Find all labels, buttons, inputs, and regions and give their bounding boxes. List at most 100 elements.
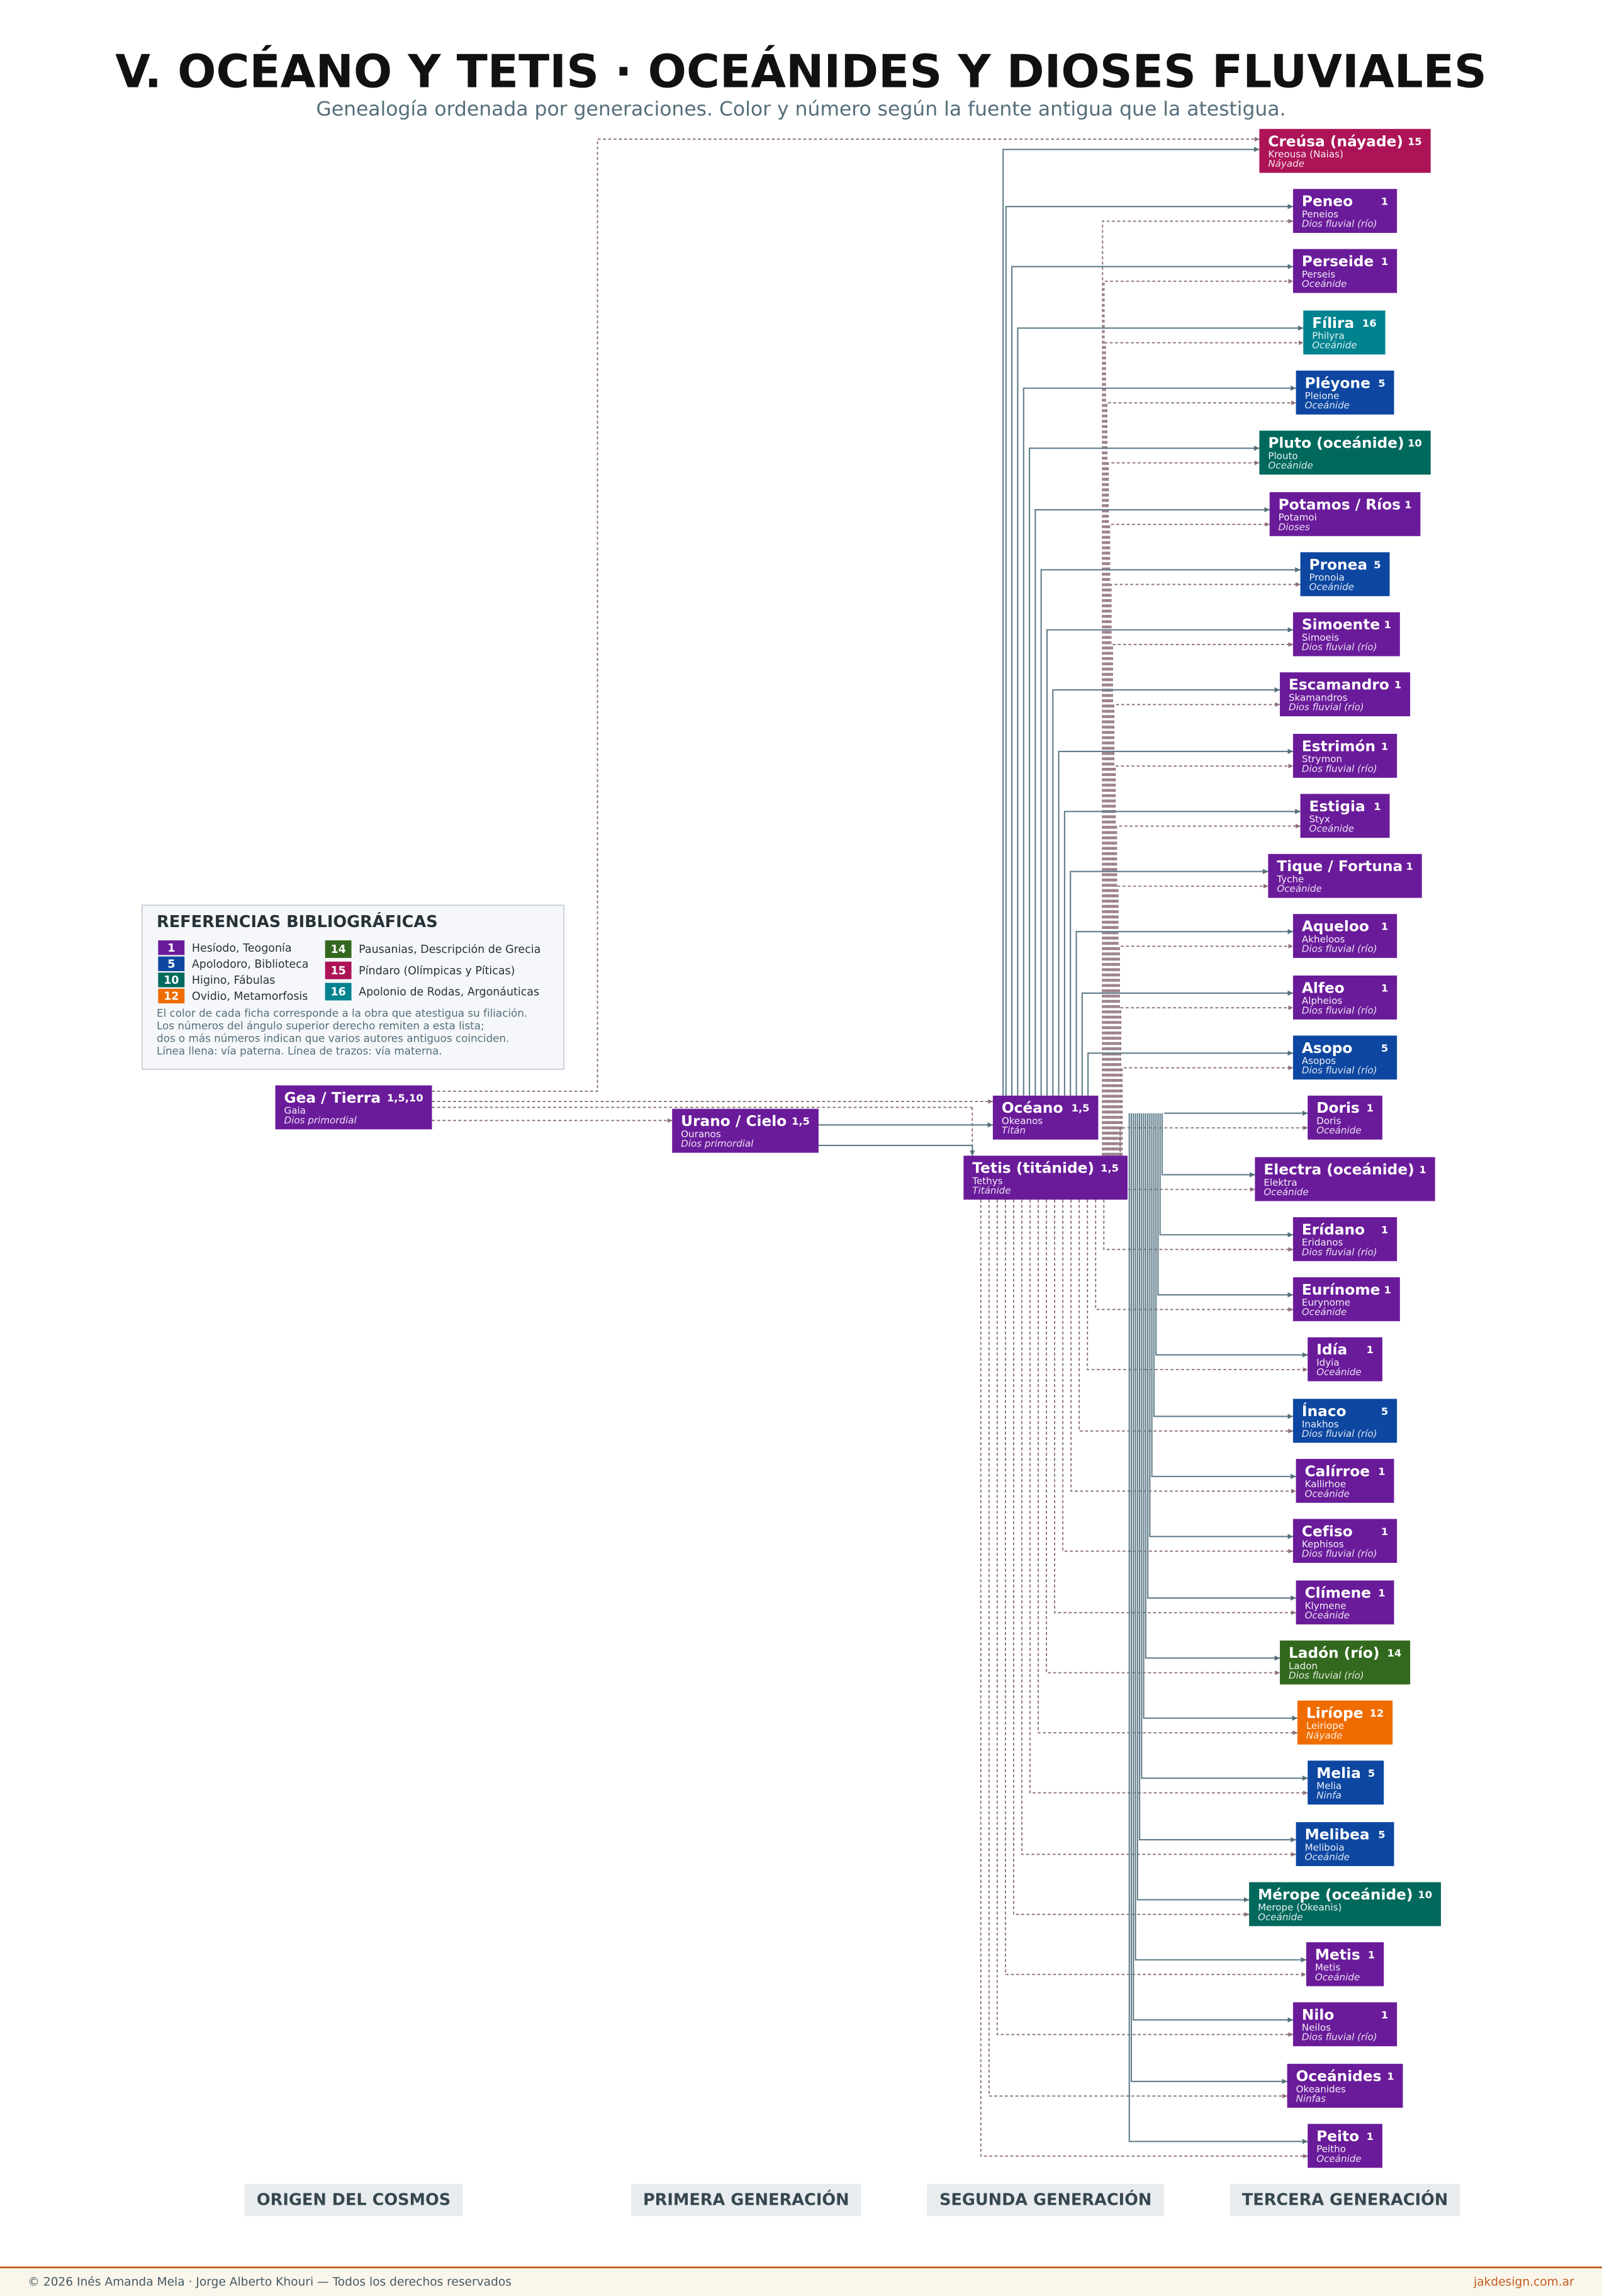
- node-name: Melibea: [1305, 1826, 1370, 1843]
- node-name: Alfeo: [1302, 979, 1345, 996]
- column-label: SEGUNDA GENERACIÓN: [939, 2190, 1151, 2210]
- paternal-line: [1002, 147, 1260, 1096]
- node-kind: Titán: [1002, 1125, 1026, 1136]
- node-sources: 1: [1384, 619, 1391, 631]
- node-greek: Klymene: [1305, 1600, 1347, 1611]
- maternal-line: [1103, 279, 1293, 1156]
- node-kind: Ninfa: [1316, 1790, 1342, 1801]
- column-label: ORIGEN DEL COSMOS: [257, 2191, 451, 2210]
- column-label-box: [631, 2183, 861, 2217]
- node-sources: 5: [1381, 1405, 1388, 1417]
- node-name: Melia: [1316, 1765, 1361, 1782]
- node-sources: 1: [1384, 1284, 1391, 1296]
- node-name: Simoente: [1302, 616, 1380, 633]
- node-sources: 15: [1408, 135, 1422, 147]
- paternal-line: [1145, 1113, 1280, 1661]
- legend-number: 1: [167, 942, 175, 955]
- node-sources: 16: [1362, 317, 1377, 329]
- node-box: [1255, 1157, 1435, 1201]
- node-sources: 10: [1408, 437, 1422, 449]
- node-name: Idía: [1316, 1341, 1347, 1358]
- node-kind: Oceánide: [1277, 883, 1321, 894]
- node-greek: Philyra: [1312, 330, 1345, 342]
- node-sources: 1: [1381, 1526, 1388, 1538]
- maternal-line: [1114, 763, 1293, 1156]
- node-name: Erídano: [1302, 1221, 1365, 1238]
- node-box: [1308, 1760, 1384, 1805]
- node-greek: Doris: [1316, 1115, 1341, 1127]
- node-greek: Okeanides: [1296, 2083, 1346, 2095]
- node-kind: Dios fluvial (río): [1302, 1548, 1377, 1560]
- node-box: [1292, 2002, 1398, 2047]
- node-kind: Oceánide: [1312, 340, 1357, 351]
- node-sources: 5: [1368, 1767, 1375, 1779]
- node-name: Potamos / Ríos: [1279, 496, 1401, 513]
- node-kind: Oceánide: [1316, 1125, 1361, 1136]
- title: V. OCÉANO Y TETIS · OCEÁNIDES Y DIOSES F…: [115, 45, 1487, 99]
- node-name: Cefiso: [1302, 1523, 1353, 1540]
- node-box: [275, 1085, 432, 1130]
- paternal-line: [1149, 1113, 1293, 1539]
- column-label: TERCERA GENERACIÓN: [1242, 2190, 1448, 2210]
- paternal-line: [1070, 869, 1269, 1096]
- node-greek: Idyia: [1316, 1357, 1339, 1368]
- maternal-line: [980, 1200, 1308, 2159]
- node-kind: Oceánide: [1258, 1911, 1302, 1923]
- maternal-line: [1104, 340, 1304, 1156]
- node-box: [992, 1095, 1099, 1140]
- node-greek: Meliboia: [1305, 1842, 1345, 1853]
- legend-label: Apolodoro, Biblioteca: [192, 959, 309, 971]
- node-kind: Oceánide: [1268, 460, 1313, 471]
- legend-number: 16: [330, 986, 345, 999]
- node-name: Ladón (río): [1289, 1645, 1380, 1662]
- maternal-line: [1107, 460, 1260, 1156]
- node-sources: 1: [1381, 921, 1388, 933]
- paternal-line: [1081, 990, 1293, 1096]
- node-greek: Elektra: [1263, 1177, 1297, 1188]
- node-box: [1287, 2064, 1403, 2108]
- paternal-line: [1151, 1113, 1296, 1480]
- node-greek: Ladon: [1289, 1660, 1318, 1672]
- paternal-line: [1159, 1113, 1293, 1238]
- paternal-line: [1143, 1113, 1297, 1721]
- node-sources: 1: [1381, 740, 1388, 752]
- legend-title: REFERENCIAS BIBLIOGRÁFICAS: [157, 913, 438, 931]
- node-box: [1296, 1580, 1394, 1624]
- node-greek: Melia: [1316, 1781, 1342, 1792]
- node-box: [1296, 1822, 1394, 1866]
- node-box: [1280, 1640, 1411, 1685]
- node-greek: Kephisos: [1302, 1539, 1344, 1550]
- node-box: [1280, 672, 1411, 717]
- node-name: Metis: [1315, 1946, 1360, 1963]
- node-box: [1292, 1519, 1398, 1563]
- node-name: Fílira: [1312, 315, 1354, 332]
- legend-number: 14: [330, 943, 345, 956]
- paternal-line: [1005, 203, 1293, 1096]
- paternal-line: [1075, 928, 1293, 1096]
- node-sources: 1: [1378, 1465, 1385, 1477]
- edges: [432, 137, 1308, 2159]
- node-kind: Oceánide: [1302, 278, 1347, 290]
- legend-swatch: [325, 961, 352, 979]
- node-kind: Dios fluvial (río): [1302, 2032, 1377, 2043]
- node-name: Pléyone: [1305, 374, 1370, 391]
- paternal-line: [1046, 627, 1293, 1096]
- node-greek: Inakhos: [1302, 1419, 1339, 1430]
- node-kind: Náyade: [1268, 158, 1304, 169]
- node-box: [1268, 853, 1422, 898]
- node-sources: 1: [1404, 498, 1411, 510]
- maternal-line: [1120, 1005, 1293, 1156]
- node-greek: Potamoi: [1279, 512, 1317, 523]
- legend-swatch: [325, 940, 352, 959]
- paternal-line: [1136, 1113, 1250, 1903]
- node-box: [1303, 310, 1386, 355]
- node-kind: Oceánide: [1305, 1488, 1350, 1499]
- node-sources: 1: [1374, 801, 1381, 813]
- paternal-line: [1040, 567, 1301, 1096]
- node-box: [1292, 1277, 1400, 1322]
- node-name: Electra (oceánide): [1263, 1161, 1414, 1178]
- node-kind: Dios fluvial (río): [1302, 1065, 1377, 1076]
- node-kind: Dios fluvial (río): [1302, 1428, 1377, 1439]
- subtitle: Genealogía ordenada por generaciones. Co…: [316, 98, 1286, 121]
